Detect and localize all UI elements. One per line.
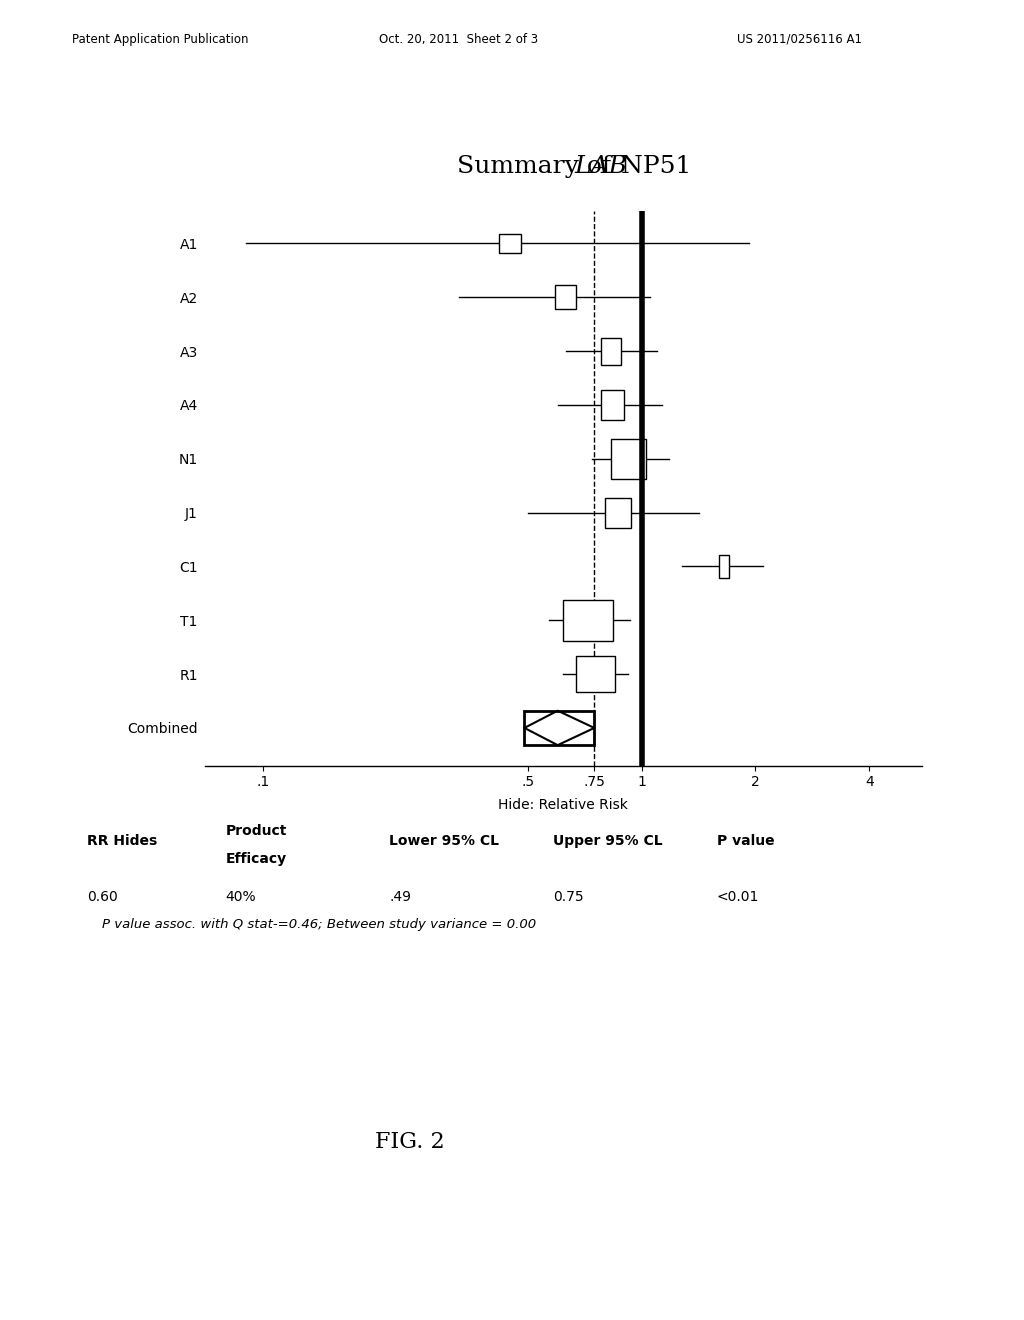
Text: P value assoc. with Q stat-=0.46; Between study variance = 0.00: P value assoc. with Q stat-=0.46; Betwee…	[102, 917, 537, 931]
Text: Summary of: Summary of	[457, 156, 618, 178]
Bar	[601, 338, 621, 364]
Text: 40%: 40%	[225, 890, 256, 904]
Text: .49: .49	[389, 890, 411, 904]
Text: P value: P value	[717, 834, 774, 849]
Bar	[563, 599, 613, 640]
Text: Oct. 20, 2011  Sheet 2 of 3: Oct. 20, 2011 Sheet 2 of 3	[379, 33, 538, 46]
Bar	[555, 285, 575, 309]
Bar	[499, 234, 521, 253]
Bar	[601, 391, 625, 420]
Text: 0.60: 0.60	[87, 890, 118, 904]
Text: RR Hides: RR Hides	[87, 834, 158, 849]
Text: 0.75: 0.75	[553, 890, 584, 904]
X-axis label: Hide: Relative Risk: Hide: Relative Risk	[499, 797, 628, 812]
Text: Efficacy: Efficacy	[225, 853, 287, 866]
Text: LAB: LAB	[574, 156, 628, 178]
Bar	[611, 438, 646, 479]
Bar	[605, 498, 632, 528]
Text: Lower 95% CL: Lower 95% CL	[389, 834, 499, 849]
Text: Product: Product	[225, 824, 287, 838]
Bar	[575, 656, 614, 693]
Text: NP51: NP51	[613, 156, 691, 178]
Text: FIG. 2: FIG. 2	[375, 1131, 444, 1152]
Bar	[719, 554, 729, 578]
Text: Upper 95% CL: Upper 95% CL	[553, 834, 663, 849]
Text: Patent Application Publication: Patent Application Publication	[72, 33, 248, 46]
Text: US 2011/0256116 A1: US 2011/0256116 A1	[737, 33, 862, 46]
Bar	[524, 710, 594, 746]
Text: <0.01: <0.01	[717, 890, 759, 904]
